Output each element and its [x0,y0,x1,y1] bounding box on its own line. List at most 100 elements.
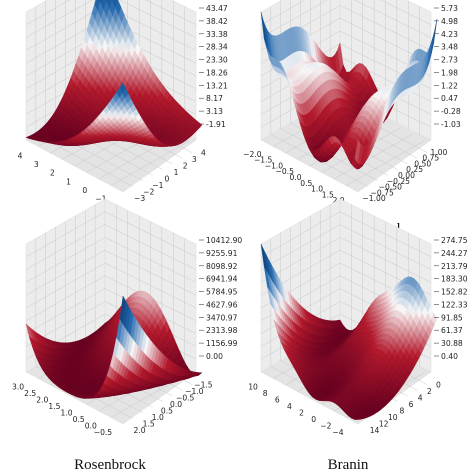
y-tick-label: −1 [152,181,163,190]
x-tick-label: 8 [263,389,268,398]
z-tick-label: 183.30 [441,275,468,284]
surface-plot-branin: 274.75 244.27 213.79 183.30 152.82 122.33 91.8… [248,198,468,473]
z-tick-label: -1.91 [206,120,226,129]
y-tick-label: −0.25 [387,177,410,186]
x-tick-label: 0 [311,415,316,424]
z-tick-label: 38.42 [206,17,228,26]
x-tick-label: 0.5 [300,179,312,188]
y-tick-label: 2.0 [134,426,146,435]
x-tick-label: 2.5 [24,389,36,398]
x-tick-label: 0.0 [289,173,301,182]
x-tick-label: 6 [275,395,280,404]
y-tick-label: 1.5 [143,419,155,428]
z-tick-label: -0.28 [441,107,461,116]
z-tick-label: 91.85 [441,313,463,322]
y-tick-label: 0.5 [161,406,173,415]
z-tick-label: 1156.99 [206,339,238,348]
surface-mesh [260,243,438,420]
y-tick-label: −1.5 [194,380,213,389]
y-tick-label: 6 [409,400,414,409]
x-tick-label: −0.5 [275,167,294,176]
surface-plot-sixhump: 5.73 4.98 4.23 3.48 2.73 1.98 1.22 0.47 -0.28 -1.… [243,0,461,237]
y-tick-label: 0.50 [414,159,431,168]
surface-facet [119,82,126,94]
x-tick-label: 3 [34,160,39,169]
plot-caption: Branin [328,457,369,473]
surface-mesh [25,290,203,399]
z-tick-label: 33.38 [206,30,228,39]
x-tick-label: 2.0 [36,395,48,404]
z-tick-label: 1.22 [441,81,458,90]
y-tick-label: −0.5 [176,393,195,402]
z-tick-label: 3470.97 [206,313,238,322]
z-tick-label: 0.40 [441,352,458,361]
z-tick-label: 10412.90 [206,236,242,245]
z-tick-label: 13.21 [206,81,228,90]
x-tick-label: 1.0 [61,408,73,417]
y-tick-label: 4 [201,148,206,157]
x-tick-label: 10 [248,382,258,391]
x-tick-label: 0.0 [85,421,97,430]
y-tick-label: 1 [174,168,179,177]
y-tick-label: 0.75 [422,154,439,163]
surface-mesh [260,11,438,170]
x-tick-label: 0 [82,186,87,195]
surface-facet [354,418,361,420]
z-tick-label: 30.88 [441,339,463,348]
z-tick-label: 4.98 [441,17,458,26]
x-tick-label: −2 [320,421,331,430]
y-tick-label: 14 [370,426,380,435]
surface-facet [354,139,361,164]
x-tick-label: −1.5 [254,156,273,165]
z-tick-label: 3.48 [441,43,458,52]
z-tick-label: 0.00 [206,352,223,361]
y-tick-label: −3 [134,194,145,203]
x-tick-label: −4 [332,428,343,437]
z-tick-label: -1.03 [441,120,461,129]
x-tick-label: −0.5 [94,428,113,437]
y-tick-label: 3 [192,155,197,164]
z-tick-label: 61.37 [441,326,463,335]
surface-plot-mccormick: 43.47 38.42 33.38 28.34 23.30 18.26 13.21 8.17 3… [18,0,228,237]
x-tick-label: −2.0 [243,150,262,159]
y-tick-label: 0.25 [406,165,423,174]
surface-facet [119,295,126,324]
z-tick-label: 43.47 [206,4,228,13]
y-tick-label: −0.75 [371,188,394,197]
x-tick-label: 0.5 [73,415,85,424]
x-tick-label: −1.0 [265,161,284,170]
y-tick-label: −0.50 [379,183,402,192]
y-tick-label: 1.0 [152,413,164,422]
y-tick-label: −2 [143,187,154,196]
z-tick-label: 213.79 [441,262,468,271]
z-tick-label: 244.27 [441,249,468,258]
x-tick-label: −1 [95,195,106,204]
z-tick-label: 8098.92 [206,262,238,271]
z-tick-label: 5.73 [441,4,458,13]
z-tick-label: 3.13 [206,107,223,116]
y-tick-label: 0.0 [170,400,182,409]
surface-mesh [25,0,203,147]
y-tick-label: −1.00 [362,194,385,203]
y-tick-label: 4 [418,393,423,402]
z-tick-label: 2.73 [441,56,458,65]
x-tick-label: 1.5 [48,402,60,411]
z-tick-label: 1.98 [441,68,458,77]
x-tick-label: 1 [66,177,71,186]
x-tick-label: 4 [287,402,292,411]
plot-caption: Rosenbrock [74,457,146,473]
x-tick-label: 2 [50,169,55,178]
z-tick-label: 4627.96 [206,300,238,309]
x-tick-label: 2 [299,408,304,417]
y-tick-label: 0.00 [398,171,415,180]
z-tick-label: 6941.94 [206,275,238,284]
z-tick-label: 23.30 [206,56,228,65]
z-tick-label: 2313.98 [206,326,238,335]
x-tick-label: 1.0 [311,185,323,194]
z-tick-label: 28.34 [206,43,228,52]
y-tick-label: 10 [388,413,398,422]
y-tick-label: −1.0 [185,387,204,396]
x-tick-label: 1.5 [322,190,334,199]
x-tick-label: 3.0 [12,382,24,391]
y-tick-label: 12 [379,419,389,428]
